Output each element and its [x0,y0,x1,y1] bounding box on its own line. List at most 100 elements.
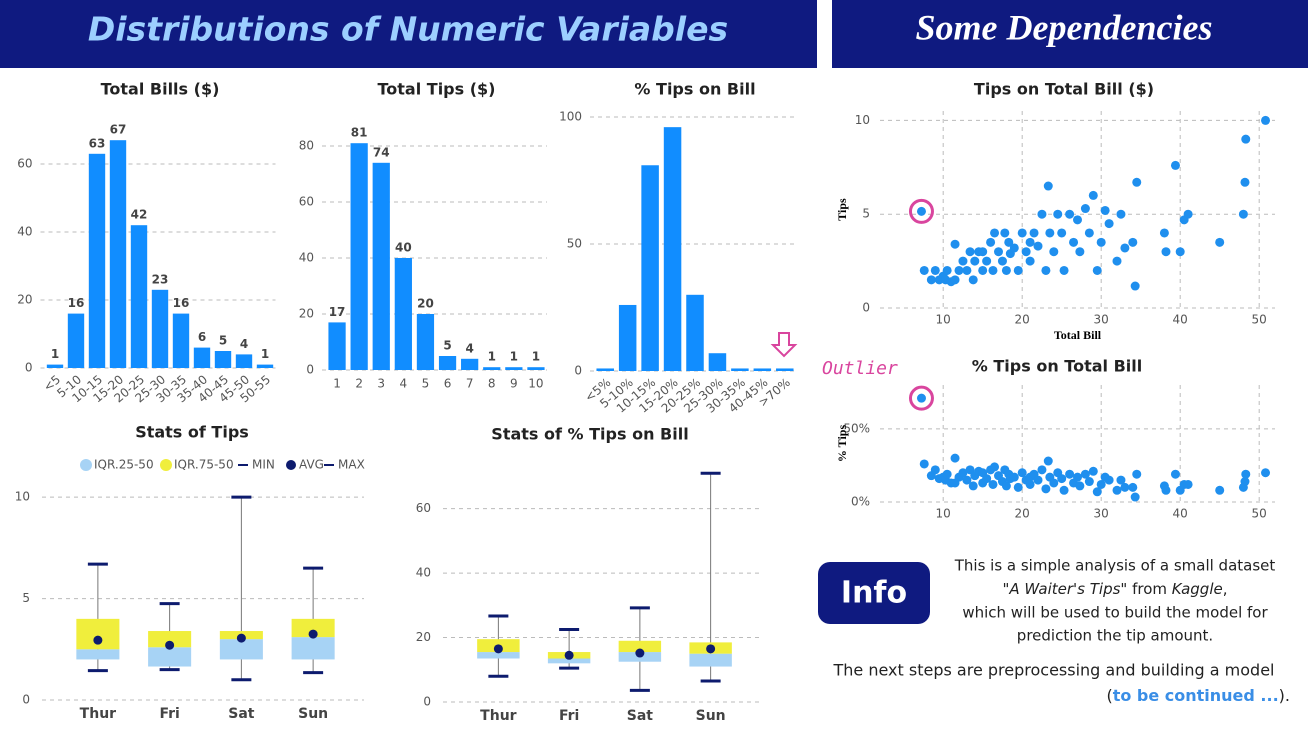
point [1175,247,1185,257]
point [1116,209,1126,219]
bar [438,356,457,370]
point [1001,265,1011,275]
continued-link: to be continued ... [1113,686,1279,705]
x-tick-label: 20 [1015,313,1030,327]
point [1017,468,1027,478]
point [1084,228,1094,238]
iqr-box [689,653,732,667]
point [1183,209,1193,219]
bar [67,313,85,368]
point [942,265,952,275]
legend-marker [286,460,296,470]
point [1065,469,1075,479]
point [1021,247,1031,257]
point [1240,477,1250,487]
avg-dot [493,644,503,654]
point [1043,456,1053,466]
point [982,474,992,484]
point [950,453,960,463]
value-label: 17 [329,305,346,319]
chart-title: Tips on Total Bill ($) [974,80,1154,99]
point [962,475,972,485]
continued: (to be continued ...). [1106,686,1290,705]
avg-dot [564,650,574,660]
x-tick-label: Sat [228,706,255,722]
bar [641,165,659,371]
iqr-box [76,649,120,660]
y-tick-label: 20 [17,293,32,307]
point [916,206,926,216]
point [1261,468,1271,478]
value-label: 16 [68,296,85,310]
bar [372,162,390,370]
chart-title: Stats of Tips [135,423,249,442]
point [1075,481,1085,491]
point [1057,474,1067,484]
y-axis-label: Tips [835,198,849,221]
value-label: 1 [488,350,496,364]
point [1073,472,1082,482]
bar [461,358,479,370]
x-tick-label: Sun [298,706,328,722]
y-tick-label: 20 [416,630,431,644]
legend-label: IQR.75-50 [174,458,234,472]
info-text: "A Waiter's Tips" from Kaggle, [1002,580,1227,598]
point [1017,228,1027,238]
point [1009,243,1019,253]
point [1004,237,1014,247]
chart-title: Total Bills ($) [101,80,220,99]
chart-title: % Tips on Bill [634,80,755,99]
point [1025,479,1035,489]
iqr-box [76,618,120,650]
continued-part: ( [1106,686,1112,705]
value-label: 5 [219,334,227,348]
y-tick-label: 80 [299,139,314,153]
bar [505,367,523,370]
point [965,247,975,257]
bar [172,313,190,368]
bar [753,368,772,371]
point [1059,265,1069,275]
y-tick-label: 10 [15,490,30,504]
info-text: This is a simple analysis of a small dat… [954,557,1276,575]
point [1241,134,1251,144]
value-label: 1 [51,347,59,361]
legend-marker [160,459,172,471]
x-tick-label: 50 [1252,507,1267,521]
legend-label: IQR.25-50 [94,458,154,472]
iqr-box [291,637,335,660]
point [1215,485,1225,495]
x-tick-label: 50 [1252,313,1267,327]
legend-label: MIN [252,458,275,472]
point [1261,115,1271,125]
bar [256,364,274,368]
iqr-box [148,647,192,667]
bar [109,140,127,368]
point [950,275,960,285]
bar [527,367,545,370]
point [1080,469,1090,479]
point [1037,465,1047,475]
point [926,275,936,285]
value-label: 5 [443,339,451,353]
x-tick-label: 1 [333,377,341,391]
point [1183,479,1193,489]
y-tick-label: 50 [567,237,582,251]
point [919,265,929,275]
point [978,265,988,275]
point [1128,482,1138,492]
point [962,265,972,275]
chart-title: % Tips on Total Bill [972,357,1142,376]
y-tick-label: 5 [862,207,870,221]
point [1132,469,1142,479]
x-tick-label: 10 [528,377,543,391]
y-tick-label: 0 [574,364,582,378]
point [1053,209,1063,219]
point [1100,205,1110,215]
point [1045,228,1055,238]
x-tick-label: 9 [510,377,518,391]
bar [416,314,435,370]
point [1037,209,1047,219]
point [1080,204,1090,214]
point [1001,481,1011,491]
